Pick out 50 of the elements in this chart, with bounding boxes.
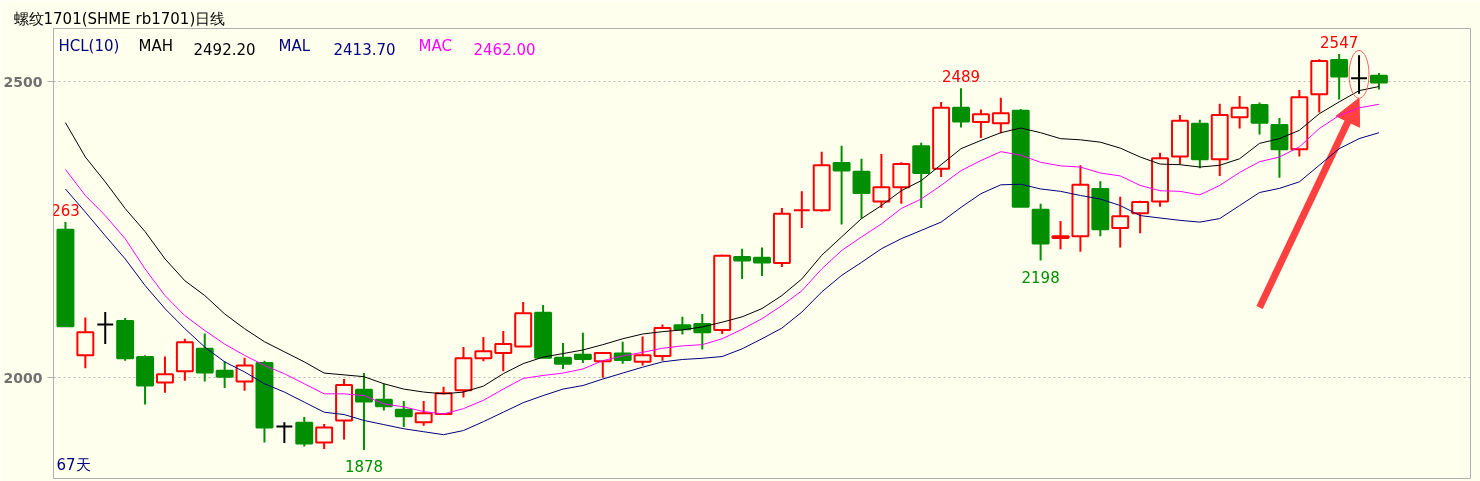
candlestick — [892, 161, 911, 205]
candlestick — [733, 247, 752, 280]
candlestick — [991, 96, 1010, 135]
candlestick — [414, 399, 433, 427]
y-tick-label: 2500 — [3, 73, 43, 90]
annotation: 2413.70 — [333, 40, 396, 59]
annotation: 2489 — [941, 68, 981, 87]
annotation: 2462.00 — [473, 40, 536, 59]
candlestick — [76, 316, 95, 370]
candlestick — [434, 385, 453, 415]
candlestick — [275, 421, 294, 444]
candlestick — [573, 331, 592, 365]
candlestick — [96, 311, 115, 346]
y-tick-label: 2000 — [3, 369, 43, 386]
annotation: 2547 — [1320, 33, 1359, 52]
text: MAC — [418, 36, 452, 55]
candlestick — [872, 153, 891, 209]
legend-title: HCL(10) — [58, 36, 120, 55]
candlestick — [235, 356, 254, 392]
chart-title: 螺纹1701(SHME rb1701)日线 — [13, 9, 226, 28]
candlestick — [355, 372, 373, 452]
candlestick — [474, 335, 493, 363]
candlestick — [852, 157, 871, 220]
candlestick — [1131, 199, 1150, 235]
annotation: 2492.20 — [193, 40, 256, 59]
candlestick — [315, 423, 334, 450]
candlestick — [1230, 95, 1249, 130]
candlestick — [155, 355, 174, 394]
candlestick — [1051, 219, 1070, 251]
text: MAH — [138, 36, 173, 55]
candlestick — [1111, 195, 1130, 249]
candlestick — [1330, 52, 1349, 101]
candlestick — [633, 335, 652, 367]
annotation: 1878 — [344, 458, 384, 477]
candlestick — [1250, 101, 1269, 136]
candlestick — [792, 190, 811, 230]
candlestick — [295, 415, 314, 448]
candlestick — [593, 351, 612, 379]
candlestick — [394, 399, 413, 428]
candlestick — [494, 330, 513, 373]
candlestick — [832, 144, 851, 226]
candlestick — [753, 246, 771, 277]
candlestick — [971, 108, 990, 140]
candlestick — [215, 360, 234, 389]
candlestick — [554, 341, 572, 370]
text: MAL — [278, 36, 311, 55]
candlestick — [952, 87, 970, 129]
annotation: 67天 — [56, 455, 91, 474]
annotation: 2198 — [1021, 268, 1060, 287]
candlestick — [195, 332, 214, 383]
